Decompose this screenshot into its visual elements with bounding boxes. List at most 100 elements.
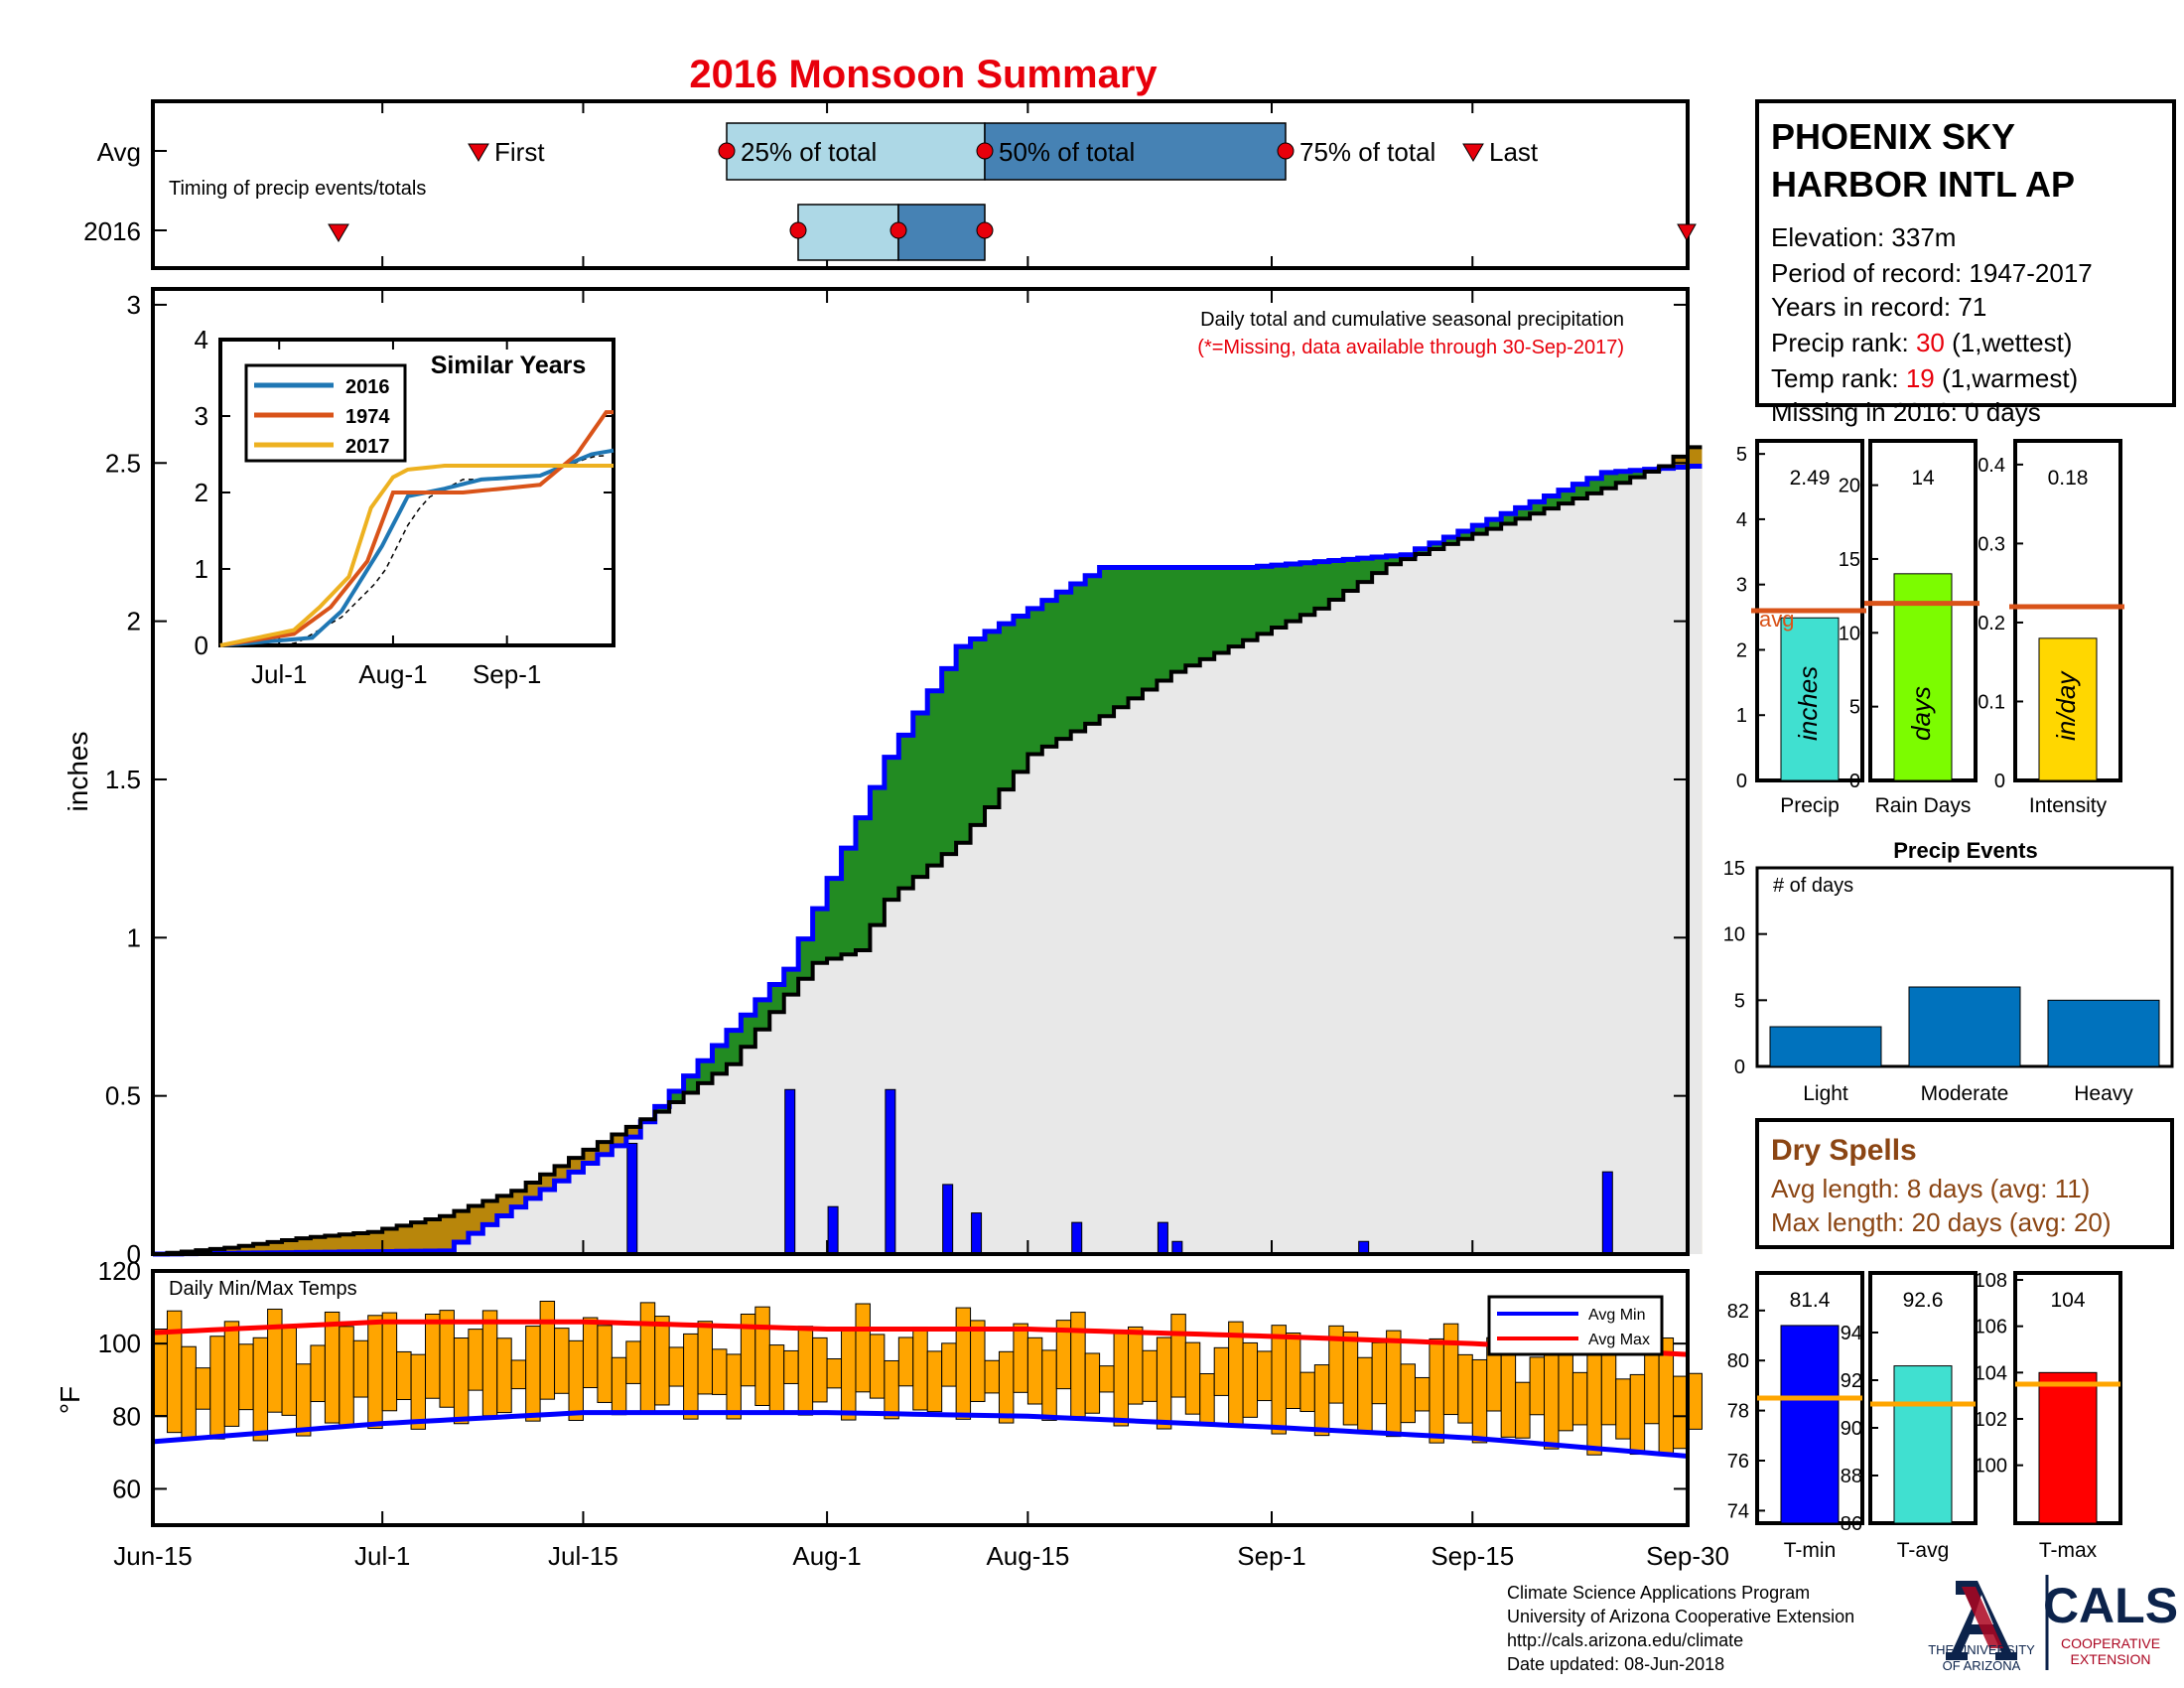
- daily-precip-bar: [827, 1205, 839, 1255]
- temp-stat-ytick-label: 106: [1975, 1317, 2007, 1338]
- daily-temp-bar: [1571, 1371, 1588, 1426]
- event-category-label: Light: [1803, 1082, 1848, 1105]
- daily-temp-bar: [1213, 1346, 1230, 1396]
- station-elevation: Elevation: 337m: [1771, 222, 1956, 252]
- daily-temp-bar: [754, 1306, 770, 1406]
- station-info-box: PHOENIX SKY HARBOR INTL AP Elevation: 33…: [1755, 99, 2176, 427]
- daily-temp-bar: [1586, 1353, 1602, 1456]
- daily-temp-bar: [826, 1358, 843, 1389]
- stat-bar: [2038, 637, 2098, 781]
- daily-temp-bar: [496, 1337, 512, 1414]
- avg-min-line: [152, 1410, 1689, 1460]
- daily-temp-bar: [1429, 1337, 1444, 1444]
- stat-unit-label: inches: [1793, 666, 1823, 741]
- daily-temp-bar: [1615, 1378, 1631, 1440]
- station-temp-rank: Temp rank: 19 (1,warmest): [1771, 363, 2078, 393]
- chart-title: 2016 Monsoon Summary: [689, 53, 1158, 96]
- daily-temp-bar: [1600, 1347, 1617, 1426]
- avg-q25-q50-box: [726, 122, 986, 181]
- inset-xtick-label: Jul-1: [251, 659, 307, 689]
- stat-value-label: 2.49: [1790, 467, 1831, 490]
- event-category-label: Heavy: [2074, 1082, 2133, 1105]
- temp-stat-name-label: T-avg: [1897, 1539, 1950, 1562]
- daily-temp-bar: [1673, 1375, 1689, 1450]
- avg-first-label: First: [494, 137, 545, 167]
- cumulative-avg-line: [153, 463, 1703, 1257]
- ua-logo-icon: [1946, 1581, 2017, 1660]
- y2016-q25-marker: [789, 221, 807, 239]
- stat-bar: [1893, 573, 1953, 781]
- daily-temp-bar: [539, 1300, 556, 1400]
- daily-temp-bar: [726, 1353, 742, 1420]
- daily-temp-bar: [783, 1349, 799, 1384]
- date-tick-label: Jun-15: [113, 1541, 193, 1571]
- daily-temp-bar: [1687, 1372, 1703, 1430]
- avg-q50-marker: [976, 142, 994, 160]
- daily-temp-bar: [1156, 1336, 1172, 1430]
- temp-stat-ytick-label: 104: [1975, 1362, 2007, 1384]
- above-average-area: [654, 469, 1660, 1112]
- event-ytick-label: 15: [1723, 858, 1745, 880]
- coop-line1: COOPERATIVE: [2061, 1635, 2160, 1651]
- daily-temp-bar: [970, 1320, 986, 1402]
- stat-ytick-label: 0.1: [1978, 691, 2005, 713]
- temp-stat-ytick-label: 90: [1841, 1418, 1862, 1440]
- daily-temp-bar: [1142, 1349, 1158, 1402]
- main-ytick-label: 2: [127, 607, 141, 636]
- y2016-q75-marker: [976, 221, 994, 239]
- daily-temp-bar: [195, 1367, 211, 1410]
- stat-ytick-label: 3: [1736, 575, 1747, 597]
- temp-stat-ytick-label: 82: [1727, 1301, 1749, 1323]
- footer: Climate Science Applications Program Uni…: [1507, 1575, 2178, 1674]
- station-name-line1: PHOENIX SKY: [1771, 116, 2015, 157]
- daily-precip-bar: [1157, 1221, 1168, 1255]
- daily-temp-bar: [1400, 1363, 1416, 1424]
- legend-avg-min: Avg Min: [1588, 1307, 1646, 1324]
- daily-temp-bar: [1070, 1312, 1086, 1418]
- similar-legend: 2016 1974 2017: [244, 363, 407, 463]
- daily-temp-bar: [812, 1336, 828, 1403]
- main-ytick-label: 3: [127, 290, 141, 320]
- daily-temp-bar: [1457, 1353, 1473, 1424]
- date-axis: Jun-15 Jul-1 Jul-15 Aug-1 Aug-15 Sep-1 Sep-15 S…: [113, 1541, 1729, 1571]
- events-ylabel: # of days: [1773, 875, 1853, 897]
- daily-temp-bar: [439, 1310, 455, 1408]
- avg-q50-label: 50% of total: [999, 137, 1135, 167]
- temp-stat-ytick-label: 76: [1727, 1451, 1749, 1473]
- temp-stat-ytick-label: 78: [1727, 1401, 1749, 1423]
- ua-line2: OF ARIZONA: [1943, 1658, 2021, 1673]
- similar-years-inset: 0 1 2 3 4 Jul-1 Aug-1 Sep-1 2016 1974 2017 Simi…: [195, 325, 615, 689]
- inset-ytick-label: 2: [195, 478, 208, 507]
- stat-ytick-label: 0: [1994, 771, 2005, 792]
- temp-legend: Avg Min Avg Max: [1487, 1295, 1664, 1356]
- daily-precip-bar: [885, 1088, 896, 1255]
- daily-temp-bar: [281, 1327, 297, 1416]
- daily-temp-bar: [181, 1345, 197, 1441]
- daily-temp-bar: [1128, 1326, 1144, 1405]
- daily-temp-bar: [884, 1359, 899, 1420]
- daily-temp-bar: [1113, 1332, 1130, 1427]
- daily-temp-bar: [639, 1302, 656, 1414]
- temp-stat-ytick-label: 108: [1975, 1270, 2007, 1292]
- stat-panel-intensity: 0 0.1 0.2 0.3 0.4 0.18 in/day Intensity: [1978, 439, 2124, 817]
- stat-value-label: 14: [1911, 467, 1935, 490]
- stat-ytick-label: 10: [1839, 623, 1860, 644]
- daily-temp-bar: [1471, 1358, 1488, 1444]
- station-period: Period of record: 1947-2017: [1771, 258, 2093, 288]
- footer-line4: Date updated: 08-Jun-2018: [1507, 1654, 1724, 1674]
- daily-temp-bar: [310, 1344, 326, 1403]
- daily-temp-bar: [1629, 1373, 1646, 1456]
- daily-temp-bar: [926, 1350, 943, 1413]
- daily-temp-bar: [697, 1321, 713, 1395]
- temp-stat-ytick-label: 74: [1727, 1500, 1749, 1522]
- avg-first-marker: [468, 143, 489, 162]
- daily-temp-bar: [1170, 1314, 1186, 1398]
- daily-temp-bar: [582, 1317, 599, 1389]
- daily-temp-bar: [1342, 1331, 1359, 1426]
- station-precip-rank: Precip rank: 30 (1,wettest): [1771, 328, 2072, 357]
- daily-temp-bar: [1500, 1353, 1517, 1438]
- daily-temp-bar: [1515, 1381, 1531, 1439]
- inset-ytick-label: 4: [195, 325, 208, 354]
- daily-temp-bar: [998, 1350, 1015, 1424]
- temp-stat-name-label: T-min: [1784, 1539, 1837, 1562]
